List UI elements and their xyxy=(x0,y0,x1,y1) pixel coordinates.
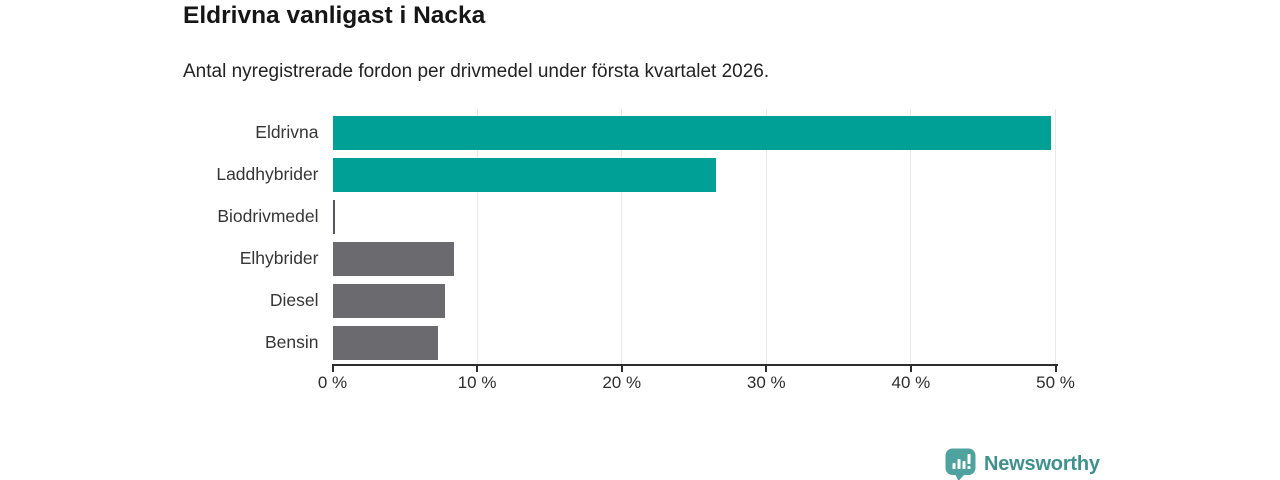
x-tick-label: 30 % xyxy=(746,373,786,392)
x-tick xyxy=(331,366,334,372)
x-axis-line xyxy=(331,364,1058,366)
x-tick-label: 20 % xyxy=(602,373,642,392)
brand-name: Newsworthy xyxy=(984,453,1100,475)
gridline xyxy=(765,109,767,366)
x-tick xyxy=(1054,366,1057,372)
x-tick xyxy=(476,366,479,372)
chart-title: Eldrivna vanligast i Nacka xyxy=(183,2,486,29)
x-tick-label: 40 % xyxy=(891,373,931,392)
gridline xyxy=(1055,109,1056,366)
bar xyxy=(332,116,1052,150)
bar-label: Elhybrider xyxy=(239,248,319,269)
newsworthy-logo: Newsworthy xyxy=(945,448,1100,480)
bar-label: Eldrivna xyxy=(255,122,319,143)
bar xyxy=(332,200,335,234)
x-tick xyxy=(620,366,623,372)
x-tick-label: 50 % xyxy=(1036,373,1075,392)
bar xyxy=(332,326,439,360)
x-tick xyxy=(765,366,768,372)
bar-label: Biodrivmedel xyxy=(217,206,319,227)
gridline xyxy=(621,109,623,366)
bar-label: Diesel xyxy=(269,290,319,311)
gridline xyxy=(910,109,912,366)
chart-subtitle: Antal nyregistrerade fordon per drivmede… xyxy=(183,61,770,82)
bar xyxy=(332,242,454,276)
x-tick-label: 10 % xyxy=(457,373,497,392)
bar xyxy=(332,284,446,318)
bar-label: Bensin xyxy=(264,332,319,353)
x-tick xyxy=(909,366,912,372)
x-tick-label: 0 % xyxy=(317,373,348,392)
newsworthy-bar-chart-bubble-icon xyxy=(945,448,976,480)
bar-label: Laddhybrider xyxy=(216,164,319,185)
gridline xyxy=(476,109,478,366)
bar xyxy=(332,158,716,192)
